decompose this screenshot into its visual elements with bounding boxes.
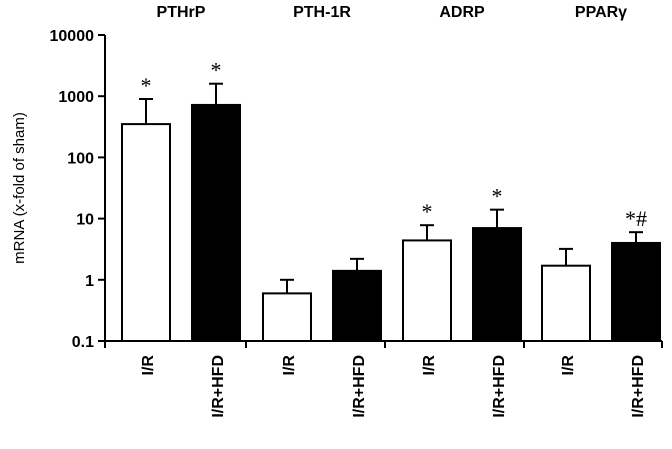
- group-title: PTH-1R: [293, 4, 351, 21]
- group-title: PPARγ: [575, 4, 627, 21]
- group-title: ADRP: [439, 4, 485, 21]
- bar: [121, 123, 171, 342]
- bars: [121, 103, 661, 343]
- y-tick-label: 1: [85, 273, 94, 290]
- bar: [472, 227, 522, 342]
- bar: [402, 239, 452, 343]
- significance-marker: *: [141, 73, 152, 98]
- x-tick-label: I/R+HFD: [630, 355, 647, 418]
- x-tick-label: I/R+HFD: [210, 355, 227, 418]
- significance-marker: *#: [625, 206, 647, 231]
- x-tick-label: I/R: [281, 355, 298, 376]
- group-title: PTHrP: [157, 4, 206, 21]
- significance-marker: *: [422, 199, 433, 224]
- y-tick-label: 10: [76, 212, 94, 229]
- significance-markers: * * * * *#: [141, 58, 648, 231]
- group-titles: PTHrP PTH-1R ADRP PPARγ: [157, 4, 628, 21]
- y-axis-label: mRNA (x-fold of sham): [11, 112, 28, 264]
- y-tick-label: 1000: [58, 89, 94, 106]
- significance-marker: *: [211, 58, 222, 83]
- x-tick-label: I/R: [560, 355, 577, 376]
- bar: [332, 269, 382, 342]
- x-tick-label: I/R+HFD: [351, 355, 368, 418]
- x-tick-label: I/R: [140, 355, 157, 376]
- bar: [262, 292, 312, 342]
- significance-marker: *: [492, 184, 503, 209]
- bar: [541, 264, 591, 343]
- y-tick-label: 0.1: [72, 334, 94, 351]
- error-bars: [139, 82, 643, 294]
- y-tick-label: 100: [67, 150, 94, 167]
- bar: [611, 241, 661, 343]
- y-tick-label: 10000: [50, 28, 95, 45]
- bar: [191, 103, 241, 343]
- x-tick-label: I/R: [421, 355, 438, 376]
- x-tick-label: I/R+HFD: [491, 355, 508, 418]
- y-axis: 0.1 1 10 100 1000 10000: [50, 28, 106, 351]
- x-axis: I/R I/R+HFD I/R I/R+HFD I/R I/R+HFD I/R I/R+HFD: [104, 340, 663, 418]
